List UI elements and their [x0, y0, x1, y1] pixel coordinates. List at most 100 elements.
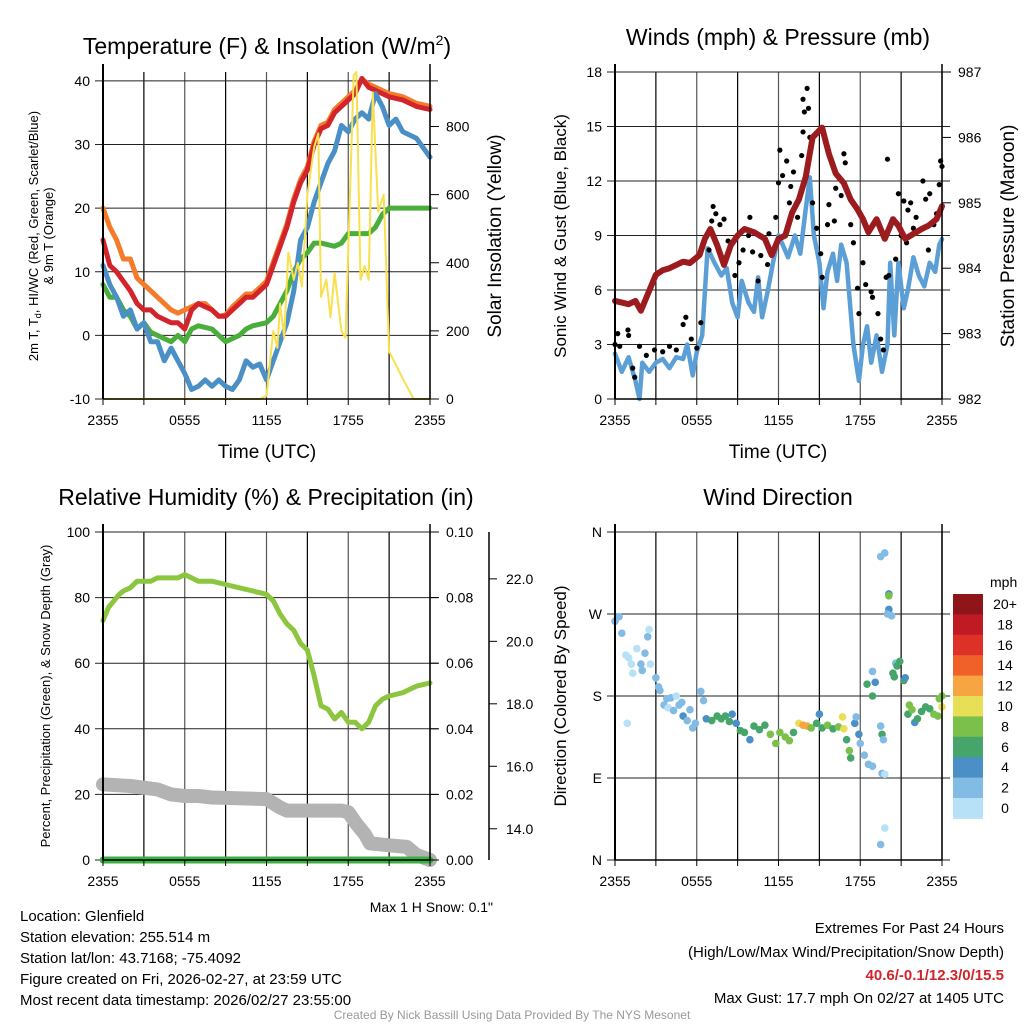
- legend-label: 8: [1001, 718, 1009, 734]
- legend-swatch: [953, 696, 983, 717]
- winds-axes: 2355 0555 1155 1755 2355 0 3 6 9 12 15 18 982 983 984 9…: [586, 64, 982, 428]
- wind-direction-point: [885, 591, 893, 600]
- wind-direction-point: [732, 719, 741, 728]
- legend-swatch: [953, 716, 983, 738]
- gust-point: [784, 158, 790, 164]
- wind-direction-point: [699, 696, 708, 705]
- x-tick-label: 1755: [845, 873, 876, 889]
- gust-point: [880, 347, 887, 353]
- snow-depth-line: [96, 777, 437, 867]
- gust-point: [740, 247, 746, 253]
- y-tick-label: 20: [74, 200, 90, 216]
- gust-point: [936, 182, 942, 188]
- wind-direction-point: [771, 739, 780, 748]
- wind-direction-point: [925, 704, 934, 713]
- y-tick-label: 6: [594, 282, 602, 298]
- gust-point: [680, 321, 686, 328]
- gust-point: [920, 178, 926, 184]
- gust-point: [636, 343, 643, 349]
- gust-point: [736, 260, 742, 266]
- y-tick-label: 0: [594, 391, 602, 407]
- wind-direction-point: [618, 629, 626, 637]
- x-tick-label: 2355: [87, 873, 118, 889]
- legend-label: 2: [1001, 780, 1009, 796]
- y-tick-label: 20: [74, 786, 90, 802]
- insolation-axis-tick-label: 600: [446, 187, 470, 203]
- wind-direction-point: [633, 644, 641, 653]
- gust-point: [706, 247, 712, 253]
- wind-direction-point: [645, 625, 653, 634]
- elevation-text: Station elevation: 255.514 m: [20, 929, 210, 946]
- temperature-axes: 2355 0555 1155 1755 2355-1001020304002004006…: [70, 64, 470, 428]
- winds-xlabel: Time (UTC): [729, 442, 828, 463]
- legend-swatch: [953, 757, 983, 779]
- hi-wc-line: [100, 91, 433, 392]
- legend-label: 10: [997, 698, 1013, 714]
- wind-direction-point: [815, 710, 824, 719]
- legend-label: 20+: [993, 596, 1017, 612]
- wind-direction-point: [840, 725, 848, 733]
- x-tick-label: 2355: [926, 412, 957, 428]
- wind-direction-point: [863, 680, 871, 688]
- y-tick-label: S: [593, 688, 602, 704]
- gust-point: [799, 152, 805, 159]
- gust-point: [666, 343, 673, 349]
- gust-point: [856, 311, 862, 317]
- wind-direction-point: [725, 717, 734, 726]
- wind-direction-point: [785, 736, 794, 745]
- legend-swatch: [953, 655, 983, 677]
- y-tick-label: N: [592, 852, 602, 868]
- legend-label: 12: [997, 678, 1013, 694]
- wind-direction-point: [860, 751, 869, 760]
- x-tick-label: 1755: [845, 412, 876, 428]
- wind-direction-point: [637, 660, 645, 668]
- gust-point: [790, 169, 797, 175]
- gust-point: [913, 214, 919, 220]
- x-tick-label: 2355: [414, 412, 445, 428]
- credit-text: Created By Nick Bassill Using Data Provi…: [334, 1008, 691, 1022]
- precip-axis-tick-label: 0.04: [446, 721, 473, 737]
- legend-label: 16: [997, 637, 1013, 653]
- wind-direction-point: [683, 716, 692, 725]
- gust-point: [895, 191, 902, 197]
- gust-point: [805, 105, 812, 111]
- gust-point: [777, 147, 783, 153]
- gust-point: [617, 343, 623, 349]
- pressure-axis-tick-label: 982: [958, 391, 982, 407]
- gust-point: [709, 218, 715, 224]
- precip-axis-tick-label: 0.02: [446, 786, 473, 802]
- gust-point: [758, 252, 764, 259]
- gust-point: [717, 222, 723, 228]
- gust-point: [842, 160, 848, 166]
- extremes-title: Extremes For Past 24 Hours: [815, 920, 1004, 937]
- wind-direction-point: [876, 840, 885, 849]
- x-tick-label: 1155: [251, 873, 281, 889]
- gust-point: [615, 331, 621, 337]
- precip-axis-tick-label: 0.00: [446, 852, 473, 868]
- x-tick-label: 1755: [333, 873, 364, 889]
- x-tick-label: 0555: [169, 873, 200, 889]
- wind-direction-point: [672, 692, 681, 700]
- footer: Location: Glenfield Station elevation: 2…: [20, 908, 1004, 1022]
- legend-swatch: [953, 798, 983, 819]
- relative-humidity-line: [100, 572, 433, 732]
- wind-direction-point: [776, 728, 784, 737]
- gust-point: [833, 185, 839, 191]
- gust-point: [786, 200, 793, 206]
- gust-point: [745, 232, 752, 239]
- gust-point: [925, 247, 931, 253]
- wind-direction-point: [852, 713, 860, 721]
- y-tick-label: W: [589, 606, 603, 622]
- gust-point: [875, 311, 881, 317]
- legend-label: 14: [997, 657, 1013, 673]
- latlon-text: Station lat/lon: 43.7168; -75.4092: [20, 950, 241, 967]
- snow-axis-tick-label: 22.0: [506, 571, 533, 587]
- legend-label: 18: [997, 616, 1013, 632]
- gust-point: [804, 85, 810, 91]
- wind-direction-point: [656, 686, 664, 695]
- wind-direction-point: [669, 706, 678, 715]
- wind-direction-point: [871, 678, 880, 687]
- wind-direction-point: [887, 612, 896, 620]
- precip-axis-tick-label: 0.06: [446, 655, 473, 671]
- humidity-panel: 2355 0555 1155 1755 2355 0 20 40 60 80 100 0.00 0.02…: [38, 484, 533, 915]
